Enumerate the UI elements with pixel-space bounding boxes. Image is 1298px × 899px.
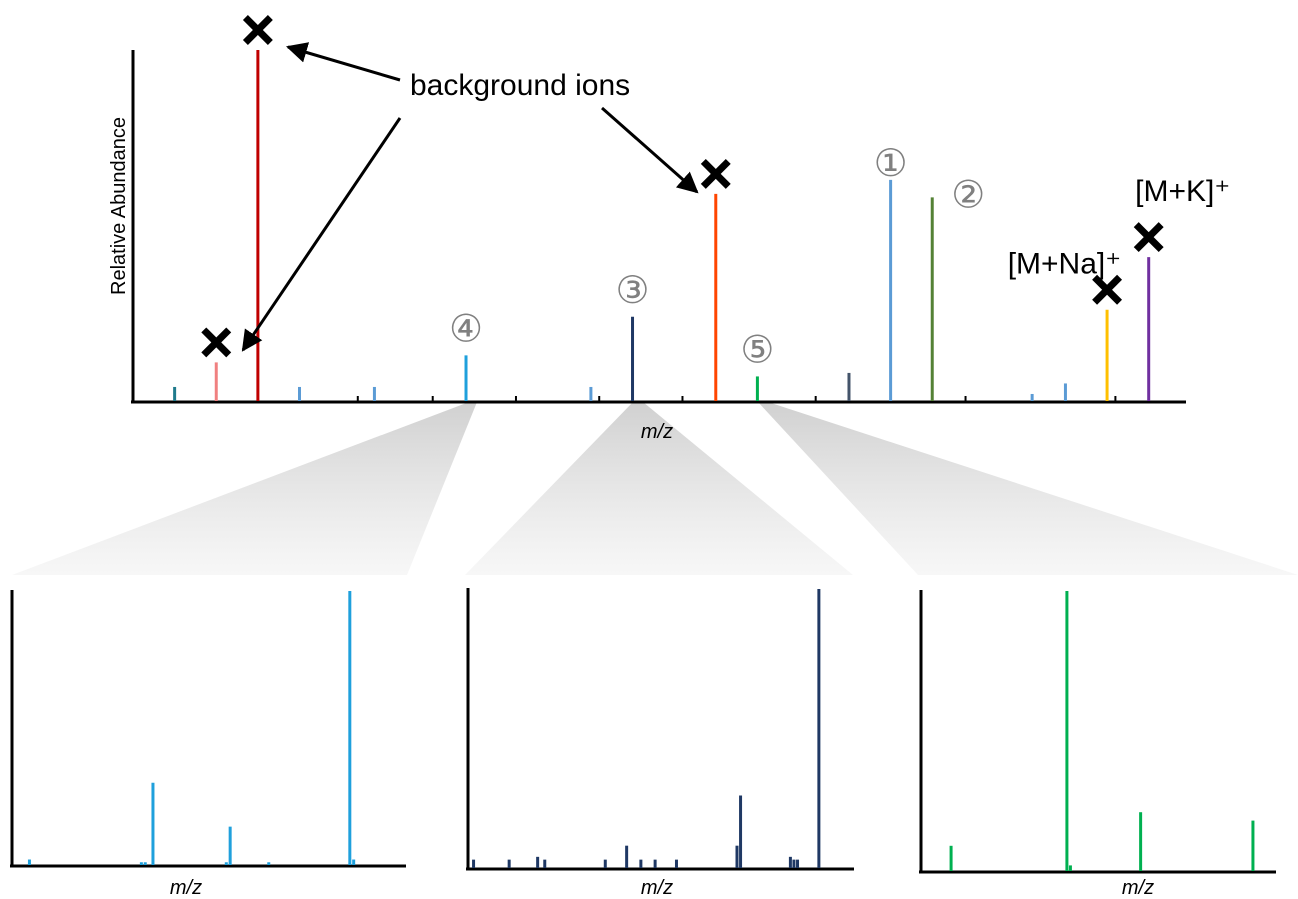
peak-label: ⑤ [740, 327, 774, 371]
main-x-ticks [356, 396, 1117, 402]
main-spectrum-chart: ④ ③ ⑤ ①② [M+Na]⁺ [M+K]⁺ Relative Abundance m/… [108, 15, 1230, 443]
main-y-axis-label: Relative Abundance [108, 117, 130, 295]
cross-mark-icon [700, 158, 731, 189]
peak-label: ② [951, 172, 985, 216]
cross-mark-icon [1133, 222, 1164, 253]
inset-2-peaks [472, 589, 821, 868]
zoom-fans [12, 402, 1298, 575]
main-x-axis-label: m/z [641, 421, 673, 443]
zoom-fan-peak-4 [12, 402, 477, 575]
cross-mark-icon [242, 15, 273, 45]
background-ions-annotation: background ions [410, 69, 630, 102]
inset-chart-peak-4: m/z [10, 590, 406, 899]
peak-label: [M+Na]⁺ [1008, 248, 1121, 281]
peak-label: [M+K]⁺ [1135, 175, 1230, 208]
cross-mark-icon [1092, 274, 1123, 305]
inset-chart-peak-3: m/z [466, 588, 854, 899]
arrow-to-pink-peak [241, 117, 402, 352]
inset-2-x-axis-label: m/z [641, 877, 673, 899]
peak-label: ① [874, 141, 908, 185]
peak-label: ④ [449, 306, 483, 350]
main-peaks [173, 50, 1151, 401]
cross-mark-icon [201, 327, 232, 358]
zoom-fan-peak-3 [465, 402, 853, 575]
inset-chart-peak-5: m/z [919, 590, 1276, 899]
arrow-to-orange-peak [601, 106, 699, 194]
zoom-fan-peak-5 [758, 402, 1298, 575]
inset-1-x-axis-label: m/z [170, 877, 202, 899]
main-annotations: ④ ③ ⑤ ①② [M+Na]⁺ [M+K]⁺ [201, 15, 1230, 371]
arrow-to-red-peak [285, 42, 401, 82]
inset-3-x-axis-label: m/z [1122, 877, 1154, 899]
peak-label: ③ [615, 268, 649, 312]
inset-1-peaks [27, 591, 356, 865]
inset-3-peaks [949, 591, 1255, 871]
